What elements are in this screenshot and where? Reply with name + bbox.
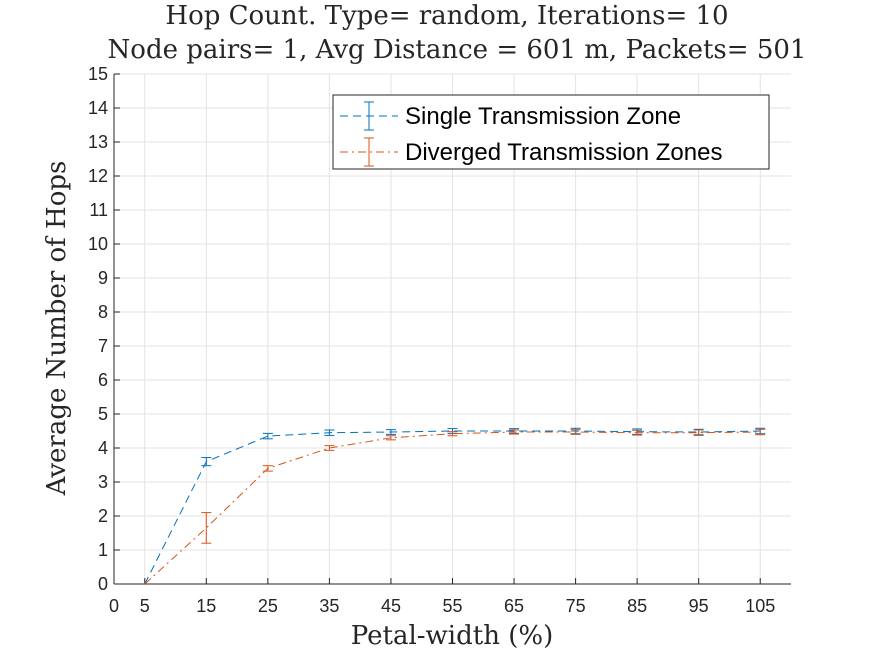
x-tick-label: 105 xyxy=(745,596,775,616)
axes xyxy=(113,73,791,585)
x-tick-label: 45 xyxy=(381,596,401,616)
y-tick-label: 5 xyxy=(98,404,108,424)
plot-area xyxy=(144,427,766,585)
y-tick-label: 14 xyxy=(88,98,108,118)
x-axis-label: Petal-width (%) xyxy=(351,621,553,651)
y-tick-label: 11 xyxy=(89,200,108,220)
x-tick-label: 75 xyxy=(566,596,586,616)
y-tick-label: 4 xyxy=(98,438,108,458)
series-1 xyxy=(144,428,766,585)
y-tick-label: 2 xyxy=(98,506,108,526)
y-tick-label: 13 xyxy=(88,132,108,152)
y-tick-label: 10 xyxy=(88,234,108,254)
legend-sample-diverged xyxy=(340,137,398,167)
y-axis-label: Average Number of Hops xyxy=(42,161,72,497)
legend-label-single: Single Transmission Zone xyxy=(405,103,681,130)
x-tick-label: 35 xyxy=(319,596,339,616)
x-tick-label: 0 xyxy=(109,596,119,616)
y-tick-label: 6 xyxy=(98,370,108,390)
y-tick-label: 0 xyxy=(98,574,108,594)
y-tick-label: 7 xyxy=(98,336,108,356)
y-tick-label: 8 xyxy=(98,302,108,322)
y-tick-label: 3 xyxy=(98,472,108,492)
legend-sample-single xyxy=(340,101,398,131)
y-tick-label: 15 xyxy=(88,64,108,84)
x-tick-label: 15 xyxy=(196,596,216,616)
y-tick-label: 9 xyxy=(98,268,108,288)
legend: Single Transmission Zone Diverged Transm… xyxy=(332,94,770,170)
x-tick-label: 85 xyxy=(627,596,647,616)
x-tick-label: 65 xyxy=(504,596,524,616)
y-tick-label: 12 xyxy=(88,166,108,186)
legend-label-diverged: Diverged Transmission Zones xyxy=(405,139,722,166)
x-tick-label: 5 xyxy=(140,596,150,616)
x-tick-label: 95 xyxy=(689,596,709,616)
series-line xyxy=(144,431,761,585)
chart-title-line-1: Hop Count. Type= random, Iterations= 10 xyxy=(165,1,728,31)
chart-title-line-2: Node pairs= 1, Avg Distance = 601 m, Pac… xyxy=(108,35,807,65)
x-tick-label: 55 xyxy=(442,596,462,616)
legend-box xyxy=(332,94,770,170)
y-tick-label: 1 xyxy=(98,540,108,560)
x-tick-label: 25 xyxy=(258,596,278,616)
